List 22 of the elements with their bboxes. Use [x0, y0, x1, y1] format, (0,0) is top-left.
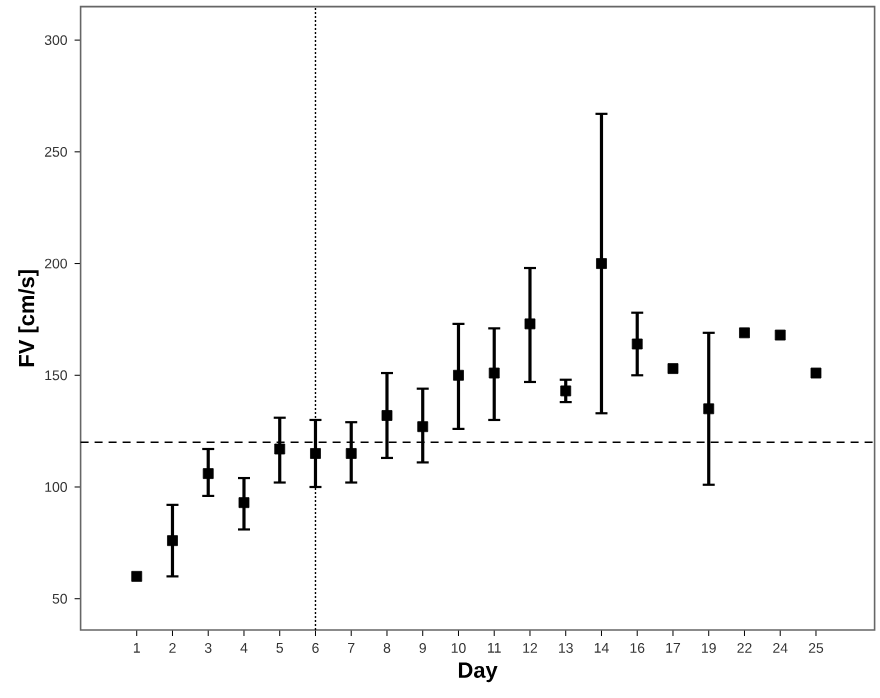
point [667, 363, 679, 374]
point [739, 327, 750, 339]
point [703, 403, 715, 415]
x-axis-title: Day [458, 662, 498, 683]
point [274, 443, 286, 455]
point [310, 448, 321, 459]
point [453, 369, 464, 381]
point [631, 338, 643, 350]
point [167, 535, 178, 547]
point [774, 329, 786, 341]
point [202, 468, 214, 479]
point [560, 385, 572, 397]
point [524, 318, 536, 330]
point [810, 367, 822, 379]
point [488, 367, 500, 379]
point [131, 570, 143, 582]
point [381, 410, 393, 421]
point [238, 497, 250, 509]
point [345, 448, 357, 459]
y-axis-title: FV [cm/s] [18, 270, 39, 367]
point [417, 421, 429, 433]
point [596, 258, 607, 269]
